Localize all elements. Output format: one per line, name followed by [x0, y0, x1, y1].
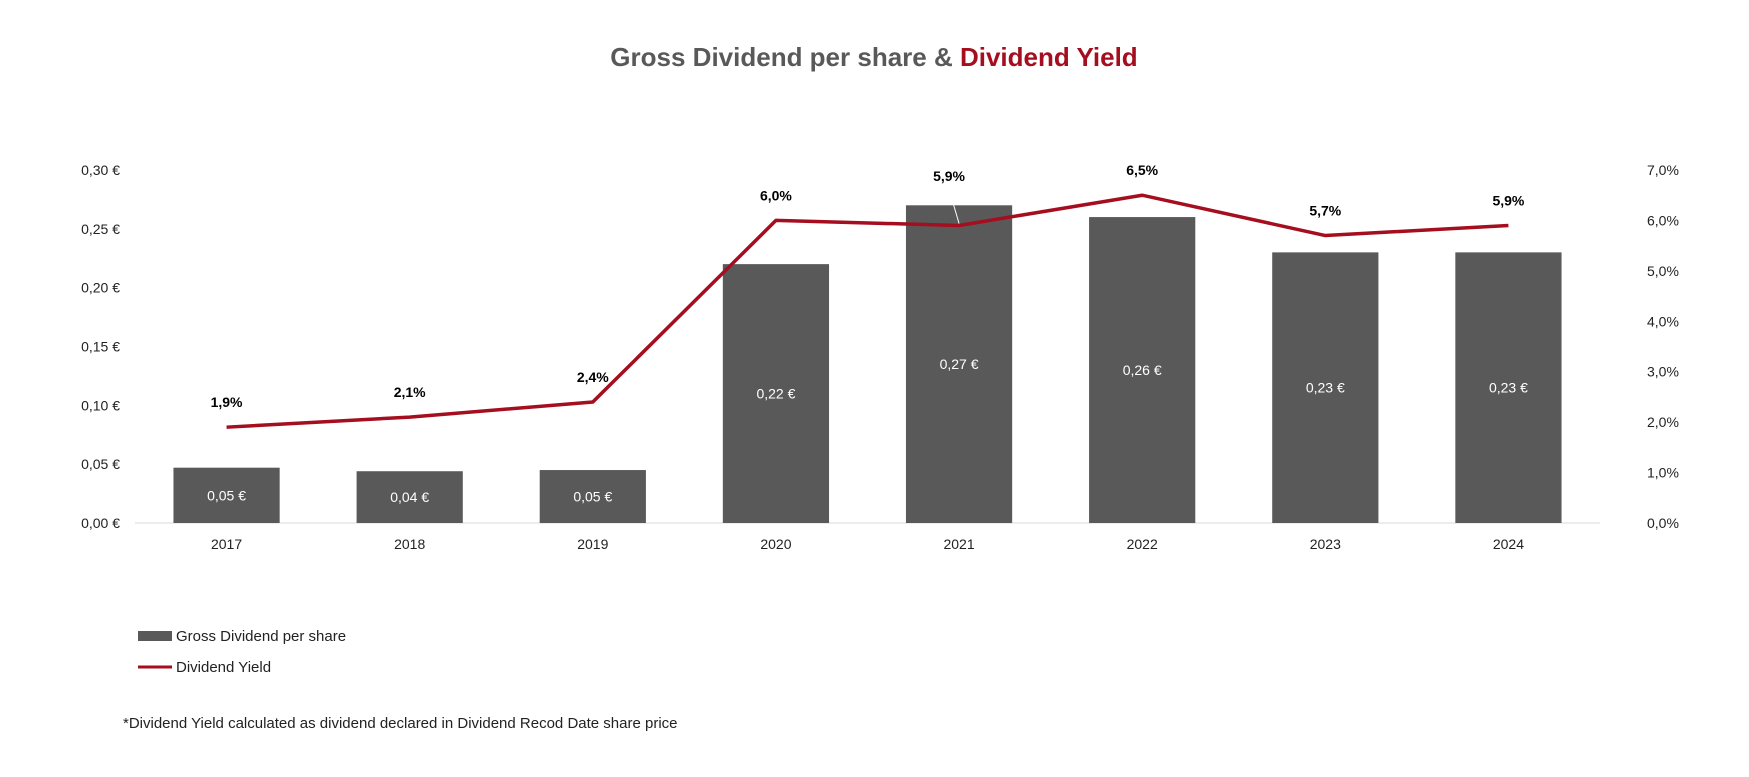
line-value-label: 2,4% [577, 369, 609, 385]
line-value-label: 6,0% [760, 187, 792, 203]
x-tick-label: 2019 [577, 536, 608, 552]
bar-2022 [1089, 217, 1196, 524]
bar-value-label: 0,23 € [1306, 380, 1345, 396]
y-left-tick-label: 0,30 € [81, 162, 120, 178]
y-right-tick-label: 3,0% [1647, 364, 1679, 380]
y-right-tick-label: 1,0% [1647, 465, 1679, 481]
chart-title-part2: Dividend Yield [960, 42, 1138, 72]
bar-value-label: 0,26 € [1123, 362, 1162, 378]
line-value-label: 5,9% [1492, 192, 1524, 208]
line-value-label: 5,7% [1309, 203, 1341, 219]
leader-line [947, 185, 960, 224]
x-tick-label: 2022 [1127, 536, 1158, 552]
bar-value-label: 0,05 € [207, 487, 246, 503]
bar-2021 [905, 205, 1013, 524]
bar-2017 [173, 467, 280, 523]
bar-series [173, 205, 1562, 524]
x-tick-label: 2021 [943, 536, 974, 552]
line-value-label: 1,9% [211, 394, 243, 410]
footnote: *Dividend Yield calculated as dividend d… [123, 715, 678, 732]
x-tick-label: 2020 [760, 536, 791, 552]
bar-labels: 0,05 € 0,04 € 0,05 € 0,22 € 0,27 € 0,26 € 0,23… [207, 356, 1528, 505]
chart-title-part1: Gross Dividend per share & [610, 42, 960, 72]
bar-value-label: 0,27 € [940, 356, 979, 372]
line-value-label: 5,9% [933, 168, 965, 184]
bar-2024 [1455, 252, 1562, 523]
line-value-label: 2,1% [394, 384, 426, 400]
dividend-yield-line [226, 193, 1509, 429]
y-axis-left: 0,00 € 0,05 € 0,10 € 0,15 € 0,20 € 0,25 € 0,30… [81, 162, 120, 531]
bar-value-label: 0,22 € [756, 386, 795, 402]
x-tick-label: 2023 [1310, 536, 1341, 552]
legend-label-line: Dividend Yield [176, 659, 271, 676]
bar-value-label: 0,05 € [573, 489, 612, 505]
y-left-tick-label: 0,25 € [81, 221, 120, 237]
chart-title: Gross Dividend per share & Dividend Yiel… [610, 42, 1137, 72]
y-right-tick-label: 4,0% [1647, 313, 1679, 329]
bar-2023 [1272, 252, 1379, 523]
y-left-tick-label: 0,05 € [81, 456, 120, 472]
bar-2020 [722, 264, 830, 523]
legend-label-bar: Gross Dividend per share [176, 628, 346, 645]
y-left-tick-label: 0,15 € [81, 339, 120, 355]
y-left-tick-label: 0,20 € [81, 280, 120, 296]
y-left-tick-label: 0,10 € [81, 397, 120, 413]
line-labels: 1,9% 2,1% 2,4% 6,0% 5,9% 6,5% 5,7% 5,9% [211, 162, 1525, 410]
y-right-tick-label: 5,0% [1647, 263, 1679, 279]
x-tick-label: 2024 [1493, 536, 1524, 552]
y-right-tick-label: 2,0% [1647, 414, 1679, 430]
x-axis-categories: 2017 2018 2019 2020 2021 2022 2023 2024 [211, 536, 1524, 552]
legend-swatch-bar [138, 631, 172, 641]
line-series [226, 193, 1509, 429]
y-right-tick-label: 0,0% [1647, 515, 1679, 531]
x-tick-label: 2018 [394, 536, 425, 552]
bar-2019 [539, 470, 646, 523]
x-tick-label: 2017 [211, 536, 242, 552]
legend: Gross Dividend per share Dividend Yield [138, 628, 346, 676]
bar-value-label: 0,04 € [390, 489, 429, 505]
line-value-label: 6,5% [1126, 162, 1158, 178]
bar-value-label: 0,23 € [1489, 380, 1528, 396]
y-right-tick-label: 6,0% [1647, 212, 1679, 228]
y-left-tick-label: 0,00 € [81, 515, 120, 531]
bar-2018 [356, 471, 463, 523]
y-right-tick-label: 7,0% [1647, 162, 1679, 178]
y-axis-right: 0,0% 1,0% 2,0% 3,0% 4,0% 5,0% 6,0% 7,0% [1647, 162, 1679, 531]
